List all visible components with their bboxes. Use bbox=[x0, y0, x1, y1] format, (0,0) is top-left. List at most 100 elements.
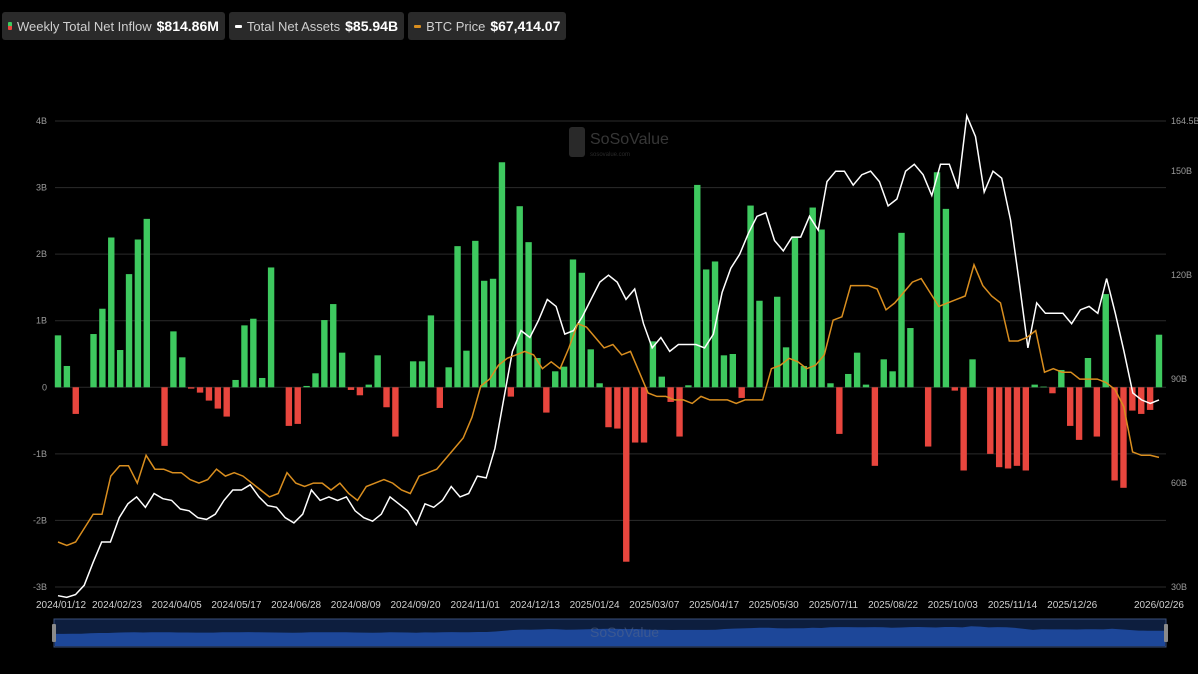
inflow-bar[interactable] bbox=[853, 352, 861, 388]
inflow-bar[interactable] bbox=[871, 387, 879, 466]
inflow-bar[interactable] bbox=[1129, 387, 1136, 411]
inflow-bar[interactable] bbox=[445, 367, 452, 388]
inflow-bar[interactable] bbox=[54, 335, 62, 388]
inflow-bar[interactable] bbox=[907, 328, 914, 388]
inflow-bar[interactable] bbox=[862, 384, 870, 388]
inflow-bar[interactable] bbox=[392, 387, 399, 437]
inflow-bar[interactable] bbox=[640, 387, 648, 443]
inflow-bar[interactable] bbox=[960, 387, 967, 471]
inflow-bar[interactable] bbox=[782, 347, 790, 388]
inflow-bar[interactable] bbox=[516, 206, 523, 388]
inflow-bar[interactable] bbox=[347, 387, 355, 390]
legend-item-assets[interactable]: Total Net Assets $85.94B bbox=[228, 12, 405, 40]
inflow-bar[interactable] bbox=[108, 237, 115, 388]
inflow-bar[interactable] bbox=[898, 232, 905, 388]
inflow-bar[interactable] bbox=[294, 387, 301, 424]
inflow-bar[interactable] bbox=[259, 377, 266, 388]
inflow-bar[interactable] bbox=[543, 387, 550, 413]
inflow-bar[interactable] bbox=[933, 172, 941, 388]
inflow-bar[interactable] bbox=[1049, 387, 1056, 394]
navigator-handle-right[interactable] bbox=[1164, 624, 1168, 642]
inflow-bar[interactable] bbox=[525, 242, 532, 388]
inflow-bar[interactable] bbox=[125, 274, 133, 388]
inflow-bar[interactable] bbox=[250, 318, 257, 388]
inflow-bar[interactable] bbox=[1004, 387, 1012, 469]
inflow-bar[interactable] bbox=[605, 387, 612, 428]
inflow-bar[interactable] bbox=[436, 387, 443, 408]
inflow-bar[interactable] bbox=[649, 341, 657, 388]
inflow-bar[interactable] bbox=[1120, 387, 1127, 488]
inflow-bar[interactable] bbox=[729, 354, 736, 388]
inflow-bar[interactable] bbox=[560, 366, 568, 388]
inflow-bar[interactable] bbox=[170, 331, 177, 388]
inflow-bar[interactable] bbox=[800, 365, 808, 388]
inflow-bar[interactable] bbox=[596, 383, 603, 388]
inflow-bar[interactable] bbox=[667, 387, 674, 402]
inflow-bar[interactable] bbox=[924, 387, 932, 447]
inflow-bar[interactable] bbox=[774, 296, 781, 388]
inflow-bar[interactable] bbox=[489, 278, 497, 388]
inflow-bar[interactable] bbox=[472, 240, 479, 388]
inflow-bar[interactable] bbox=[1146, 387, 1154, 410]
inflow-bar[interactable] bbox=[969, 359, 976, 388]
inflow-bar[interactable] bbox=[356, 387, 364, 396]
inflow-bar[interactable] bbox=[578, 272, 586, 388]
inflow-bar[interactable] bbox=[1155, 334, 1163, 388]
inflow-bar[interactable] bbox=[285, 387, 293, 426]
inflow-bar[interactable] bbox=[1084, 357, 1092, 388]
inflow-bar[interactable] bbox=[720, 355, 728, 388]
inflow-bar[interactable] bbox=[845, 373, 852, 388]
inflow-bar[interactable] bbox=[267, 267, 275, 388]
inflow-bar[interactable] bbox=[241, 325, 248, 388]
inflow-bar[interactable] bbox=[747, 205, 754, 388]
legend-item-btc[interactable]: BTC Price $67,414.07 bbox=[408, 12, 567, 40]
inflow-bar[interactable] bbox=[1022, 387, 1030, 471]
inflow-bar[interactable] bbox=[205, 387, 213, 401]
inflow-bar[interactable] bbox=[303, 385, 310, 388]
inflow-bar[interactable] bbox=[321, 320, 328, 388]
inflow-bar[interactable] bbox=[498, 162, 506, 388]
inflow-bar[interactable] bbox=[685, 385, 692, 388]
inflow-bar[interactable] bbox=[738, 387, 745, 398]
inflow-bar[interactable] bbox=[534, 357, 541, 388]
inflow-bar[interactable] bbox=[987, 387, 994, 454]
inflow-bar[interactable] bbox=[179, 357, 186, 388]
inflow-bar[interactable] bbox=[995, 387, 1003, 468]
inflow-bar[interactable] bbox=[1111, 387, 1118, 481]
inflow-bar[interactable] bbox=[196, 387, 204, 393]
inflow-bar[interactable] bbox=[454, 246, 461, 388]
inflow-bar[interactable] bbox=[161, 387, 168, 446]
inflow-bar[interactable] bbox=[631, 387, 639, 443]
inflow-bar[interactable] bbox=[809, 207, 816, 388]
inflow-bar[interactable] bbox=[214, 387, 222, 409]
inflow-bar[interactable] bbox=[569, 259, 577, 388]
inflow-bar[interactable] bbox=[1093, 387, 1101, 437]
inflow-bar[interactable] bbox=[827, 383, 834, 388]
inflow-bar[interactable] bbox=[383, 387, 390, 408]
inflow-bar[interactable] bbox=[1040, 386, 1047, 388]
inflow-bar[interactable] bbox=[90, 334, 97, 388]
inflow-bar[interactable] bbox=[143, 218, 150, 388]
inflow-bar[interactable] bbox=[1031, 384, 1038, 388]
inflow-bar[interactable] bbox=[365, 384, 372, 388]
inflow-bar[interactable] bbox=[223, 387, 230, 417]
inflow-bar[interactable] bbox=[951, 387, 958, 391]
inflow-bar[interactable] bbox=[1067, 387, 1074, 426]
inflow-bar[interactable] bbox=[791, 237, 799, 388]
inflow-bar[interactable] bbox=[1075, 387, 1083, 440]
inflow-bar[interactable] bbox=[880, 359, 887, 388]
inflow-bar[interactable] bbox=[72, 387, 79, 414]
inflow-bar[interactable] bbox=[427, 315, 435, 388]
inflow-bar[interactable] bbox=[1058, 369, 1065, 388]
inflow-bar[interactable] bbox=[552, 371, 559, 388]
inflow-bar[interactable] bbox=[463, 350, 470, 388]
inflow-bar[interactable] bbox=[676, 387, 683, 437]
inflow-bar[interactable] bbox=[481, 280, 488, 388]
inflow-bar[interactable] bbox=[187, 387, 195, 389]
legend-item-inflow[interactable]: Weekly Total Net Inflow $814.86M bbox=[2, 12, 225, 40]
inflow-bar[interactable] bbox=[312, 373, 319, 388]
inflow-bar[interactable] bbox=[818, 229, 825, 388]
inflow-bar[interactable] bbox=[836, 387, 843, 434]
inflow-bar[interactable] bbox=[63, 365, 71, 388]
range-navigator[interactable]: SoSoValue bbox=[52, 618, 1168, 648]
